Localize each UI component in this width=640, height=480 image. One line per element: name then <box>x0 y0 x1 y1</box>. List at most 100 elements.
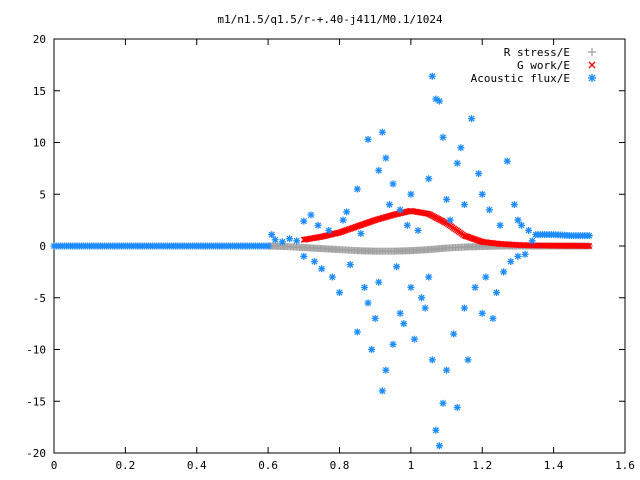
data-point <box>414 226 422 234</box>
data-point <box>360 283 368 291</box>
data-point <box>325 226 333 234</box>
data-point <box>464 356 472 364</box>
data-point <box>443 195 451 203</box>
data-point <box>584 242 592 250</box>
data-point <box>475 170 483 178</box>
data-point <box>353 185 361 193</box>
data-point <box>428 72 436 80</box>
data-point <box>507 258 515 266</box>
data-point <box>293 237 301 245</box>
data-point <box>300 217 308 225</box>
data-point <box>428 356 436 364</box>
data-point <box>311 258 319 266</box>
data-point <box>375 278 383 286</box>
y-tick-label: 20 <box>33 33 46 46</box>
y-tick-label: 15 <box>33 85 46 98</box>
data-point <box>403 221 411 229</box>
data-point <box>385 201 393 209</box>
data-point <box>435 442 443 450</box>
data-point <box>500 268 508 276</box>
data-point <box>357 230 365 238</box>
data-point <box>336 289 343 297</box>
data-point <box>271 236 279 244</box>
legend-marker <box>588 48 596 56</box>
legend-label: Acoustic flux/E <box>471 72 570 85</box>
data-point <box>314 221 322 229</box>
data-point <box>521 250 529 258</box>
data-point <box>443 366 451 374</box>
y-tick-label: -10 <box>26 344 46 357</box>
data-point <box>482 273 490 281</box>
x-tick-label: 1.2 <box>472 459 492 472</box>
data-point <box>446 216 454 224</box>
legend-label: G work/E <box>517 59 570 72</box>
axis-ticks: 0 0.2 0.4 0.6 0.8 1 1.2 1.4 1.6 20 15 10 5 0 -5 -10 -15 -… <box>26 33 635 472</box>
data-point <box>439 133 447 141</box>
data-point <box>353 328 361 336</box>
data-point <box>396 309 404 317</box>
x-tick-label: 1.6 <box>615 459 635 472</box>
series-g-work-e <box>300 207 593 250</box>
data-point <box>489 314 497 322</box>
data-point <box>364 299 372 307</box>
data-point <box>432 426 440 434</box>
data-point <box>514 216 522 224</box>
data-point <box>435 97 443 105</box>
data-point <box>450 330 458 338</box>
data-point <box>410 335 418 343</box>
data-point <box>368 346 376 353</box>
data-point <box>468 115 476 123</box>
data-point <box>318 265 326 273</box>
y-tick-label: 10 <box>33 137 46 150</box>
y-tick-label: 5 <box>39 188 46 201</box>
data-point <box>457 144 465 152</box>
data-point <box>585 232 593 240</box>
series-acoustic-flux-e <box>50 72 593 450</box>
data-point <box>375 166 383 174</box>
data-point <box>439 399 447 407</box>
data-point <box>307 211 315 219</box>
data-point <box>460 201 468 209</box>
y-tick-label: -20 <box>26 447 46 460</box>
data-point <box>382 366 390 374</box>
data-point <box>407 190 415 198</box>
data-point <box>471 283 479 291</box>
data-point <box>478 309 486 317</box>
x-tick-label: 0.6 <box>258 459 278 472</box>
data-point <box>378 387 386 395</box>
data-point <box>268 231 276 239</box>
data-point <box>389 180 397 188</box>
data-point <box>389 340 397 348</box>
chart-title: m1/n1.5/q1.5/r-+.40-j411/M0.1/1024 <box>217 13 443 26</box>
data-point <box>339 216 347 224</box>
data-point <box>364 135 372 143</box>
data-point <box>514 252 522 260</box>
y-tick-label: -15 <box>26 395 46 408</box>
x-tick-label: 0.4 <box>187 459 207 472</box>
data-point <box>407 283 415 291</box>
data-point <box>460 304 468 312</box>
data-point <box>586 242 593 250</box>
data-point <box>453 159 461 167</box>
y-tick-label: -5 <box>33 292 46 305</box>
data-point <box>328 273 336 281</box>
data-point <box>378 128 386 136</box>
y-tick-label: 0 <box>39 240 46 253</box>
data-point <box>518 221 526 229</box>
x-tick-label: 1 <box>408 459 415 472</box>
data-point <box>453 403 461 411</box>
x-tick-label: 0.2 <box>115 459 135 472</box>
data-point <box>510 201 518 209</box>
data-point <box>264 242 272 250</box>
legend-marker <box>588 61 596 69</box>
data-point <box>493 289 501 297</box>
data-point <box>418 294 426 302</box>
data-point <box>371 314 379 322</box>
data-point <box>278 238 286 246</box>
data-point <box>343 208 351 216</box>
data-point <box>485 206 493 214</box>
data-point <box>393 263 401 271</box>
data-point <box>400 320 408 328</box>
data-point <box>421 304 429 312</box>
